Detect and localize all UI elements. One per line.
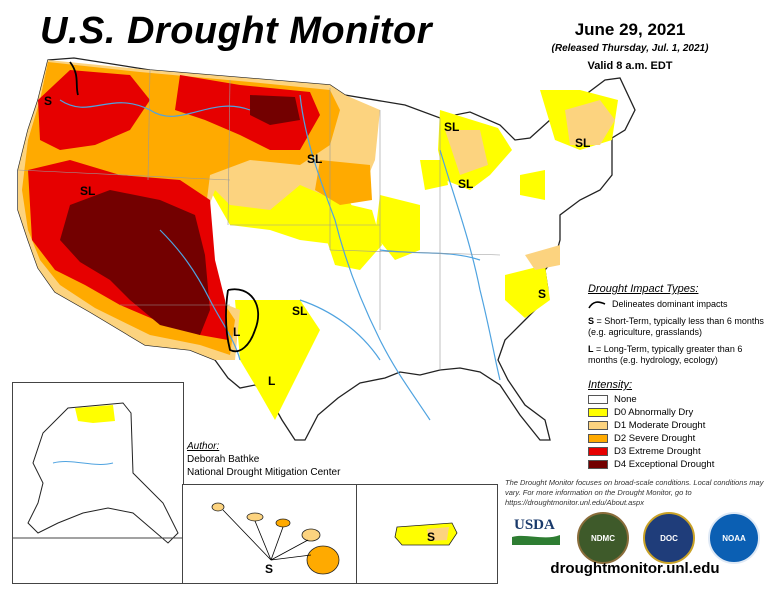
impact-lines <box>69 61 260 353</box>
alaska-inset <box>12 382 184 584</box>
legend-label: D2 Severe Drought <box>614 433 696 444</box>
map-label-sl-nv: SL <box>80 184 95 198</box>
author-header: Author: <box>187 441 220 452</box>
legend-item-d0: D0 Abnormally Dry <box>588 406 766 419</box>
map-label-s-wa: S <box>44 94 52 108</box>
impact-legend-header: Drought Impact Types: <box>588 283 699 295</box>
doc-logo-text: DOC <box>660 533 678 543</box>
intensity-legend: Intensity: None D0 Abnormally Dry D1 Mod… <box>588 379 766 471</box>
ndmc-logo[interactable]: NDMC <box>577 512 629 564</box>
legend-label: D1 Moderate Drought <box>614 420 706 431</box>
ndmc-logo-text: NDMC <box>591 533 615 543</box>
usda-logo-text: USDA <box>514 517 555 533</box>
legend-label: None <box>614 394 637 405</box>
map-label-s-hi: S <box>265 562 273 576</box>
legend-swatch <box>588 421 608 430</box>
author-name: Deborah Bathke <box>187 454 260 465</box>
legend-item-d1: D1 Moderate Drought <box>588 419 766 432</box>
legend-item-none: None <box>588 393 766 406</box>
d4-layer <box>60 95 300 335</box>
legend-label: D3 Extreme Drought <box>614 446 701 457</box>
map-label-sl-ok: SL <box>292 304 307 318</box>
state-lines <box>17 69 501 370</box>
rivers <box>59 94 501 421</box>
map-date: June 29, 2021 <box>574 20 686 39</box>
author-org: National Drought Mitigation Center <box>187 467 341 478</box>
map-title: U.S. Drought Monitor <box>40 10 433 52</box>
website-link[interactable]: droughtmonitor.unl.edu <box>550 560 720 577</box>
usda-logo[interactable]: USDA <box>510 515 562 549</box>
legend-swatch <box>588 460 608 469</box>
map-label-s-pr: S <box>427 530 435 544</box>
puerto-rico-inset: S <box>356 484 498 584</box>
map-label-sl-mi-north: SL <box>444 120 459 134</box>
alaska-map <box>13 402 183 544</box>
legend-swatch <box>588 434 608 443</box>
legend-item-d3: D3 Extreme Drought <box>588 445 766 458</box>
map-label-sl-ne: SL <box>575 136 590 150</box>
impact-line-row: Delineates dominant impacts <box>588 299 766 310</box>
impact-long-term: L = Long-Term, typically greater than 6 … <box>588 344 766 366</box>
impact-long-code: L <box>588 344 594 354</box>
puerto-rico-map: S <box>394 522 458 546</box>
impact-short-term: S = Short-Term, typically less than 6 mo… <box>588 316 766 338</box>
valid-time: Valid 8 a.m. EDT <box>587 60 673 72</box>
legend-label: D4 Exceptional Drought <box>614 459 715 470</box>
map-label-l-nm: L <box>233 325 240 339</box>
legend-item-d2: D2 Severe Drought <box>588 432 766 445</box>
disclaimer-text: The Drought Monitor focuses on broad-sca… <box>505 478 764 507</box>
map-label-l-tx: L <box>268 374 275 388</box>
impact-short-desc: = Short-Term, typically less than 6 mont… <box>588 316 764 337</box>
impact-line-icon <box>588 300 606 308</box>
doc-logo[interactable]: DOC <box>643 512 695 564</box>
impact-legend: Drought Impact Types: Delineates dominan… <box>588 284 766 372</box>
intensity-legend-header: Intensity: <box>588 379 633 391</box>
hawaii-map: S <box>211 502 340 576</box>
release-date: (Released Thursday, Jul. 1, 2021) <box>551 43 709 54</box>
impact-long-desc: = Long-Term, typically greater than 6 mo… <box>588 344 743 365</box>
map-label-s-nc: S <box>538 287 546 301</box>
impact-line-desc: Delineates dominant impacts <box>612 299 728 309</box>
legend-swatch <box>588 408 608 417</box>
map-label-sl-nd: SL <box>307 152 322 166</box>
hawaii-inset: S <box>182 484 358 584</box>
map-label-sl-mi: SL <box>458 177 473 191</box>
legend-swatch <box>588 395 608 404</box>
author-block: Author: Deborah Bathke National Drought … <box>187 440 340 479</box>
noaa-logo[interactable]: NOAA <box>708 512 760 564</box>
usda-logo-graphic: USDA <box>512 517 560 545</box>
legend-label: D0 Abnormally Dry <box>614 407 694 418</box>
legend-swatch <box>588 447 608 456</box>
impact-short-code: S <box>588 316 595 326</box>
legend-item-d4: D4 Exceptional Drought <box>588 458 766 471</box>
noaa-logo-text: NOAA <box>722 533 746 543</box>
